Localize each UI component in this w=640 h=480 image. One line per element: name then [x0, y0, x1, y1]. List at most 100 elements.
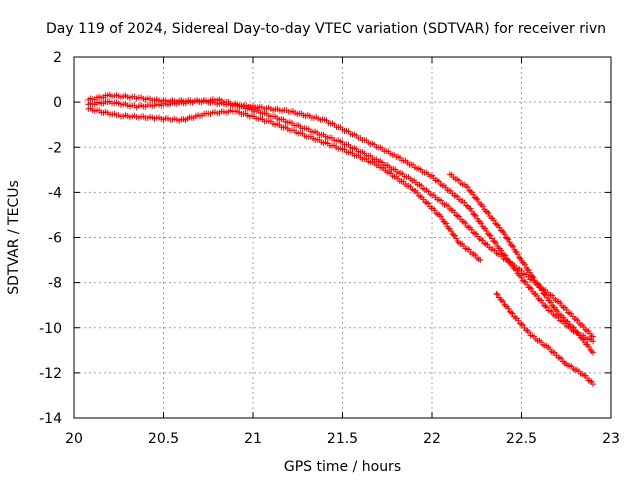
data-point-marker — [478, 220, 485, 227]
data-point-marker — [534, 292, 541, 299]
data-point-marker — [481, 240, 488, 247]
y-tick-label: 0 — [53, 95, 62, 111]
y-tick-label: 2 — [53, 50, 62, 66]
data-point-marker — [470, 229, 477, 236]
y-tick-label: -10 — [39, 321, 62, 337]
data-point-marker — [565, 309, 572, 316]
data-point-marker — [557, 300, 564, 307]
series-sat-track-5 — [493, 290, 597, 388]
data-point-marker — [508, 309, 515, 316]
data-point-marker — [436, 211, 443, 218]
data-point-marker — [479, 203, 486, 210]
data-point-marker — [582, 326, 589, 333]
data-point-marker — [452, 232, 459, 239]
data-point-marker — [498, 247, 505, 254]
data-point-marker — [522, 279, 529, 286]
data-point-marker — [487, 232, 494, 239]
series-sat-track-1 — [85, 91, 597, 345]
data-point-marker — [471, 211, 478, 218]
data-point-marker — [579, 335, 586, 342]
y-tick-label: -14 — [39, 411, 62, 427]
data-point-marker — [453, 235, 460, 242]
x-tick-label: 21.5 — [327, 431, 358, 447]
data-point-marker — [590, 333, 597, 340]
data-point-marker — [505, 305, 512, 312]
data-point-marker — [485, 210, 492, 217]
data-point-marker — [553, 306, 560, 313]
data-point-marker — [496, 224, 503, 231]
data-point-marker — [515, 317, 522, 324]
data-point-marker — [547, 299, 554, 306]
data-point-marker — [570, 324, 577, 331]
data-point-marker — [499, 228, 506, 235]
y-tick-label: -2 — [48, 140, 62, 156]
x-tick-label: 20 — [65, 431, 83, 447]
y-tick-label: -6 — [48, 231, 62, 247]
data-point-marker — [476, 218, 483, 225]
data-point-marker — [531, 277, 538, 284]
data-point-marker — [477, 257, 484, 264]
data-point-marker — [448, 227, 455, 234]
data-point-marker — [518, 321, 525, 328]
data-point-marker — [492, 239, 499, 246]
series-sat-track-2 — [85, 96, 597, 340]
data-point-marker — [488, 235, 495, 242]
data-point-marker — [510, 243, 517, 250]
data-point-marker — [484, 208, 491, 215]
x-tick-label: 23 — [602, 431, 620, 447]
data-point-marker — [543, 304, 550, 311]
data-point-marker — [526, 269, 533, 276]
data-point-marker — [470, 191, 477, 198]
series-sat-track-3 — [85, 105, 484, 264]
data-point-marker — [473, 195, 480, 202]
data-point-marker — [572, 316, 579, 323]
data-point-marker — [526, 284, 533, 291]
data-point-marker — [483, 227, 490, 234]
data-point-marker — [536, 284, 543, 291]
series-sat-track-4 — [446, 171, 597, 356]
data-point-marker — [454, 213, 461, 220]
x-tick-label: 21 — [244, 431, 262, 447]
data-point-marker — [468, 208, 475, 215]
data-point-marker — [539, 299, 546, 306]
data-point-marker — [524, 281, 531, 288]
y-axis-label: SDTVAR / TECUs — [6, 180, 22, 295]
x-axis-label: GPS time / hours — [284, 459, 401, 475]
data-point-marker — [493, 221, 500, 228]
data-point-marker — [423, 199, 430, 206]
data-point-marker — [566, 310, 573, 317]
y-tick-label: -12 — [39, 366, 62, 382]
data-point-marker — [437, 213, 444, 220]
data-point-marker — [433, 210, 440, 217]
data-point-marker — [538, 287, 545, 294]
data-point-marker — [415, 192, 422, 199]
data-point-marker — [541, 302, 548, 309]
data-point-marker — [542, 292, 549, 299]
data-point-marker — [506, 239, 513, 246]
data-point-marker — [528, 285, 535, 292]
data-point-marker — [561, 317, 568, 324]
data-point-marker — [574, 317, 581, 324]
data-point-marker — [590, 381, 597, 388]
y-tick-label: -4 — [48, 185, 62, 201]
data-point-marker — [541, 291, 548, 298]
data-point-marker — [535, 281, 542, 288]
x-tick-label: 22 — [423, 431, 441, 447]
data-point-marker — [486, 231, 493, 238]
data-point-marker — [464, 184, 471, 191]
data-point-marker — [514, 251, 521, 258]
chart-title: Day 119 of 2024, Sidereal Day-to-day VTE… — [46, 21, 606, 37]
y-tick-labels: 2 0 -2 -4 -6 -8 -10 -12 -14 — [39, 50, 62, 427]
data-point-marker — [466, 205, 473, 212]
data-point-marker — [478, 201, 485, 208]
data-point-marker — [500, 298, 507, 305]
data-point-marker — [574, 329, 581, 336]
data-point-marker — [493, 290, 500, 297]
data-point-marker — [474, 196, 481, 203]
data-point-marker — [588, 348, 595, 355]
data-point-marker — [573, 328, 580, 335]
data-point-marker — [494, 291, 501, 298]
data-point-marker — [450, 232, 457, 239]
data-point-marker — [491, 238, 498, 245]
